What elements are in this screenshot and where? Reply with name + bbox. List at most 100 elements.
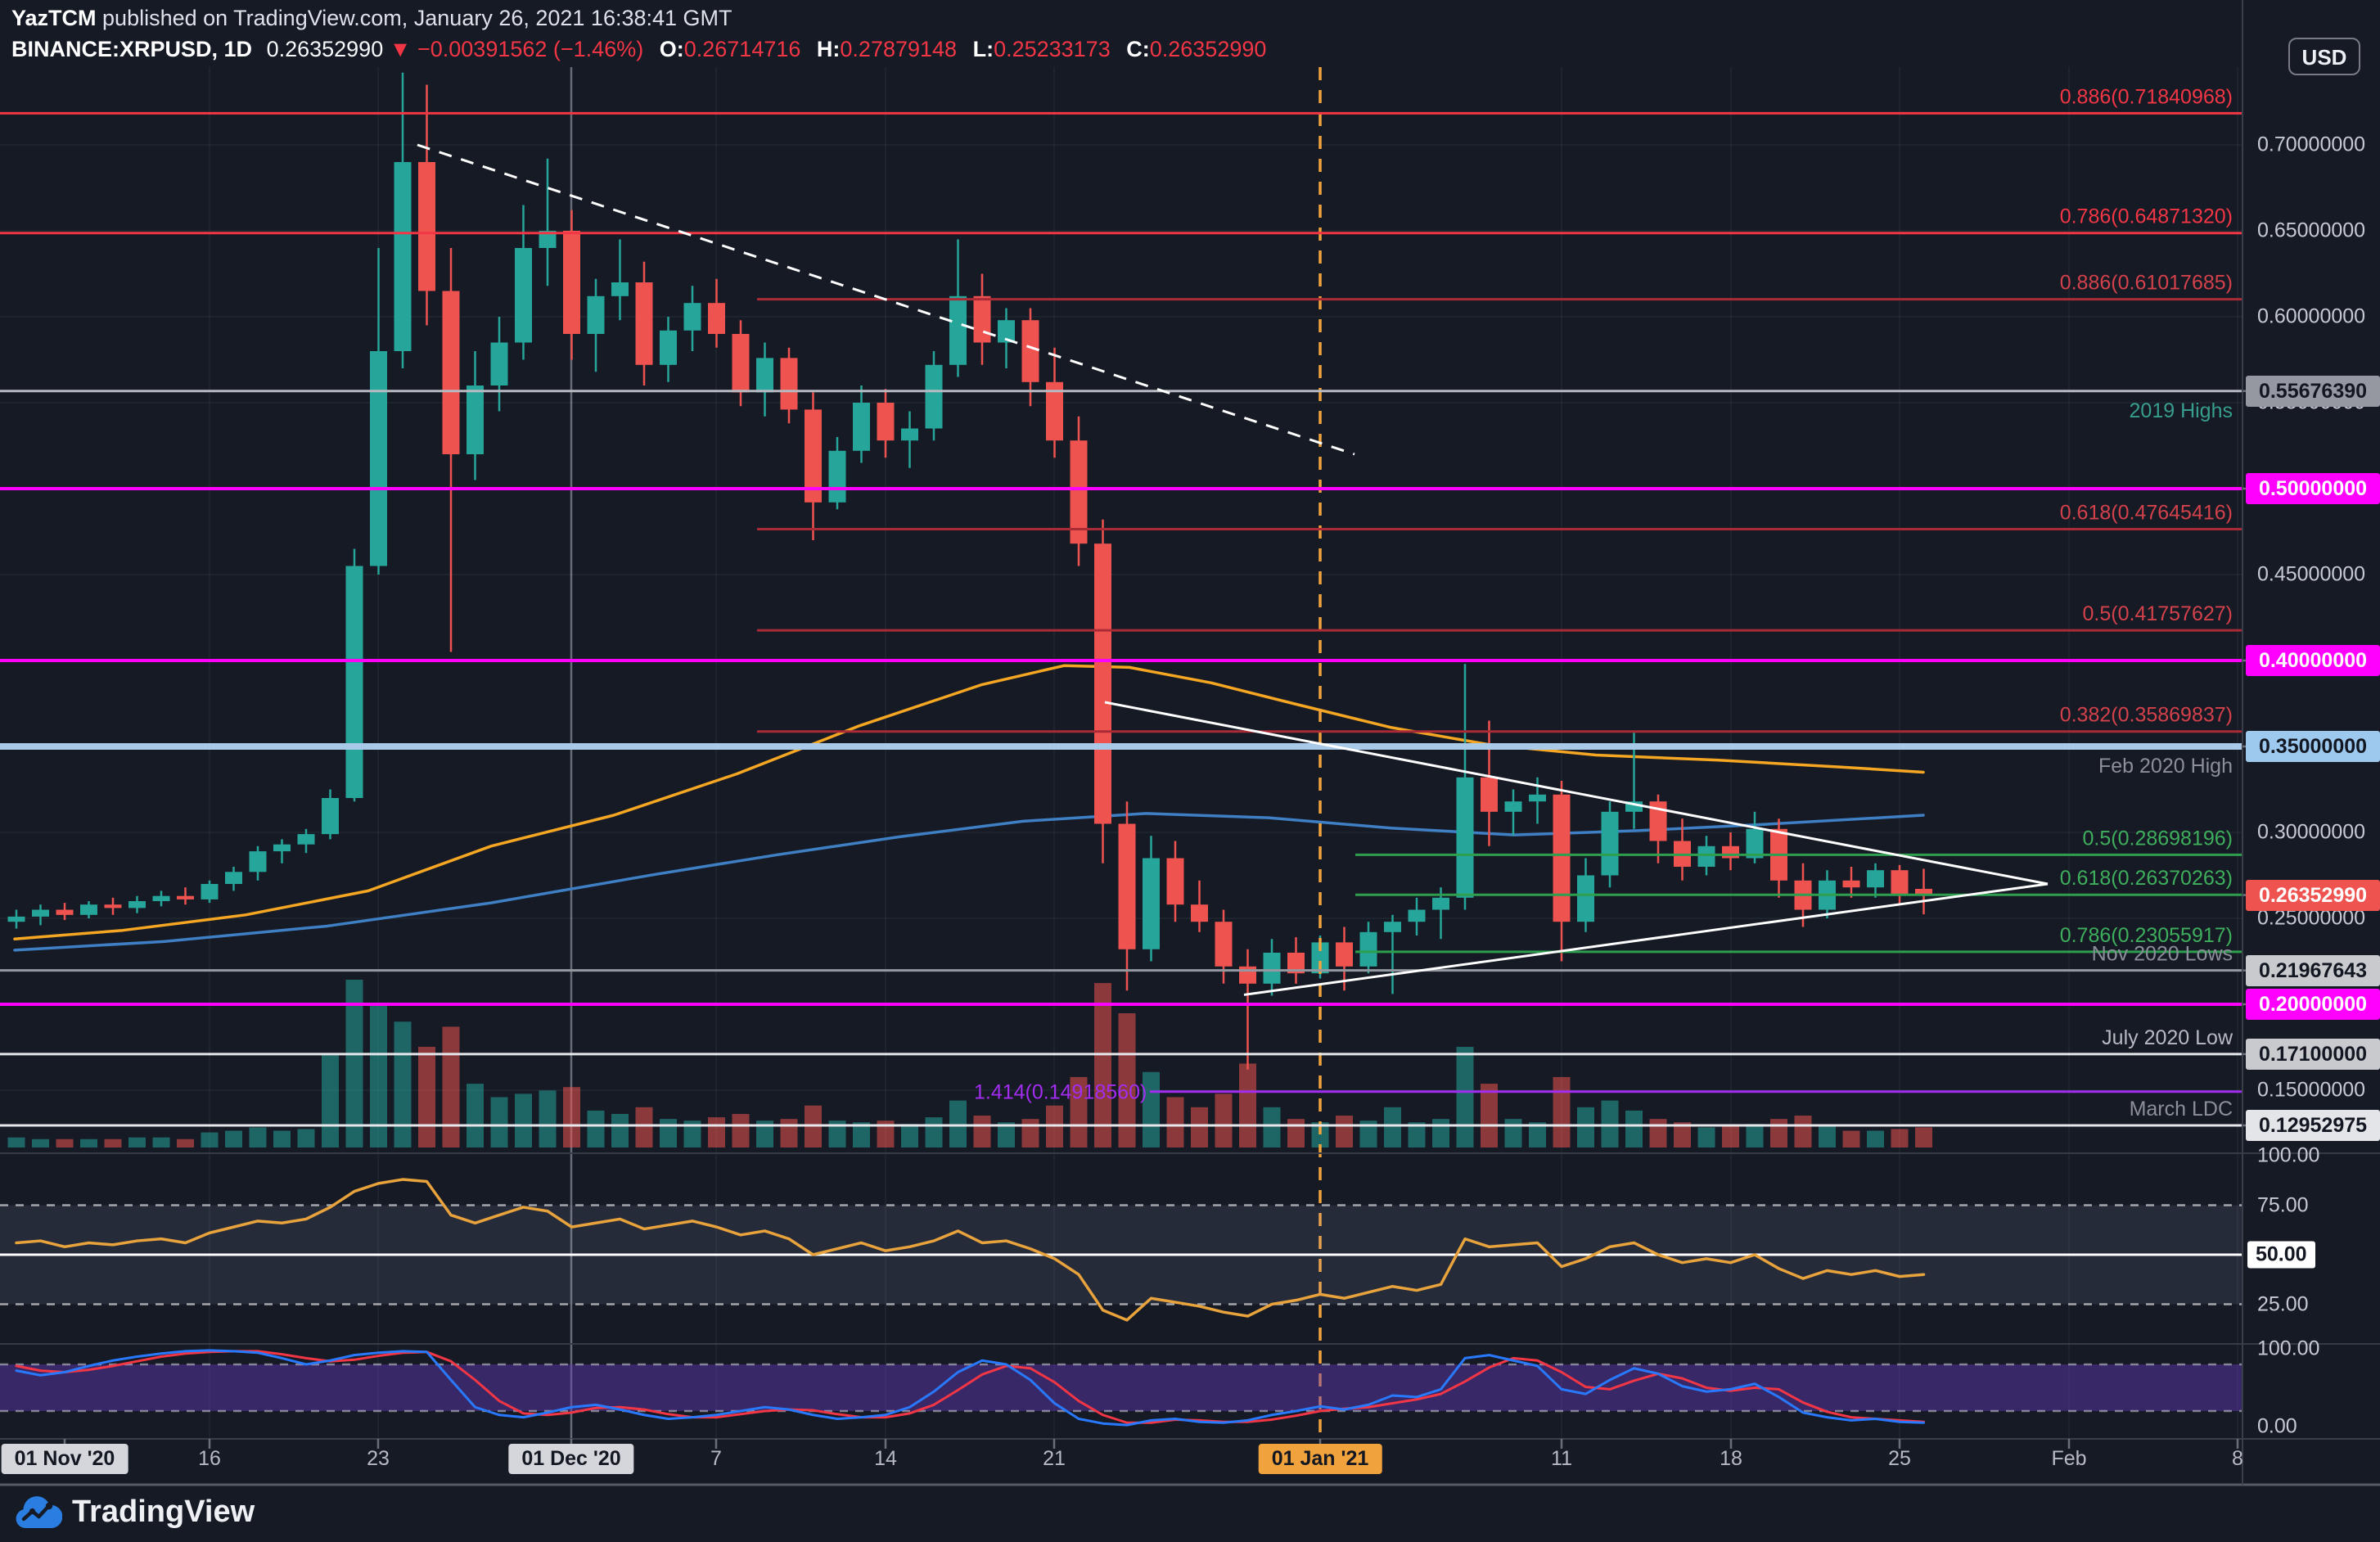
candle-body [1697,845,1715,867]
volume-bar [201,1132,219,1147]
candle-body [249,851,267,872]
tradingview-logo[interactable]: TradingView [15,1495,255,1530]
volume-bar [1432,1119,1449,1147]
time-axis-label: 18 [1720,1447,1742,1470]
candle-body [1867,870,1884,888]
price-badge: 0.20000000 [2246,989,2380,1020]
price-change: −0.00391562 (−1.46%) [417,36,644,61]
volume-bar [1504,1119,1522,1147]
rsi-line [15,1178,1926,1322]
volume-bar [635,1107,653,1147]
candle [418,84,435,326]
candle [1481,720,1498,846]
candle [635,261,653,386]
candle-body [1166,858,1184,905]
candle-body [418,162,435,291]
volume-layer [7,980,1932,1147]
candle [370,248,387,575]
candle-body [780,358,798,410]
volume-bar [56,1138,74,1147]
price-badge: 0.17100000 [2246,1038,2380,1070]
volume-bar [1191,1107,1208,1147]
volume-bar [467,1084,484,1147]
down-arrow-icon: ▼ [389,36,412,61]
rsi-axis-label: 50.00 [2247,1241,2315,1269]
volume-bar [1263,1107,1281,1147]
stoch-pane [0,1349,2243,1427]
rsi-axis-label: 100.00 [2257,1143,2320,1167]
candle-body [1529,794,1546,802]
candle-body [587,295,605,334]
candle-body [563,231,580,334]
volume-bar [1577,1107,1594,1147]
volume-bar [611,1114,629,1147]
volume-bar [418,1047,435,1147]
currency-usd-button[interactable]: USD [2288,38,2360,75]
volume-bar [1094,983,1111,1147]
volume-bar [901,1124,918,1147]
level-label: March LDC [2130,1098,2233,1120]
volume-bar [394,1021,412,1147]
time-axis-label: Feb [2051,1447,2087,1470]
candle-body [467,386,484,454]
candle [394,72,412,368]
time-axis-label: 16 [198,1447,221,1470]
last-price: 0.26352990 [266,36,384,61]
candle [1046,347,1063,458]
candle [853,386,870,463]
triangle-lower-line [1243,882,2049,996]
candle [177,887,194,905]
candle [490,317,508,412]
candle [949,239,967,377]
candle-body [1215,922,1233,967]
volume-bar [1384,1107,1401,1147]
tradingview-cloud-icon [16,1495,62,1528]
moving-average-layer [13,664,1925,952]
candle-body [732,334,750,393]
triangle-upper-line [1104,701,2049,886]
price-badge: 0.21967643 [2246,954,2380,986]
volume-bar [1794,1116,1812,1147]
level-label: July 2020 Low [2102,1026,2234,1049]
candle-body [708,303,725,334]
candle-body [1601,811,1619,876]
stoch-k-line [15,1349,1925,1427]
candle-body [756,358,773,393]
candle [1239,949,1256,1070]
candle [1070,416,1088,566]
candle-body [152,895,170,901]
volume-bar [1239,1063,1256,1147]
volume-bar [1891,1129,1909,1147]
candle-body [1143,858,1160,949]
candle-body [56,909,74,915]
level-label: 2019 Highs [2130,399,2233,422]
candle [56,903,74,921]
candle-body [683,303,701,331]
candle [973,273,991,365]
candle [780,347,798,424]
candle-body [1649,801,1667,841]
stoch-axis-label: 0.00 [2257,1414,2297,1438]
high-label: H: [816,36,841,61]
candle-body [949,295,967,365]
candle-body [225,872,242,884]
volume-bar [756,1120,773,1147]
publish-info: published on TradingView.com, January 26… [96,6,732,30]
price-badge: 0.55676390 [2246,375,2380,407]
volume-bar [1697,1127,1715,1147]
price-badge: 0.26352990 [2246,879,2380,911]
level-label: 0.382(0.35869837) [2060,704,2233,727]
candle [1143,836,1160,962]
volume-bar [7,1137,25,1147]
volume-bar [128,1137,146,1147]
time-axis-label: 8 [2232,1447,2243,1470]
volume-bar [877,1120,895,1147]
candle-body [635,282,653,365]
symbol-interval[interactable]: BINANCE:XRPUSD, 1D [11,36,253,61]
candle-body [901,428,918,441]
volume-bar [297,1129,315,1147]
volume-bar [587,1110,605,1147]
price-badge: 0.40000000 [2246,645,2380,676]
candle-body [515,248,532,343]
